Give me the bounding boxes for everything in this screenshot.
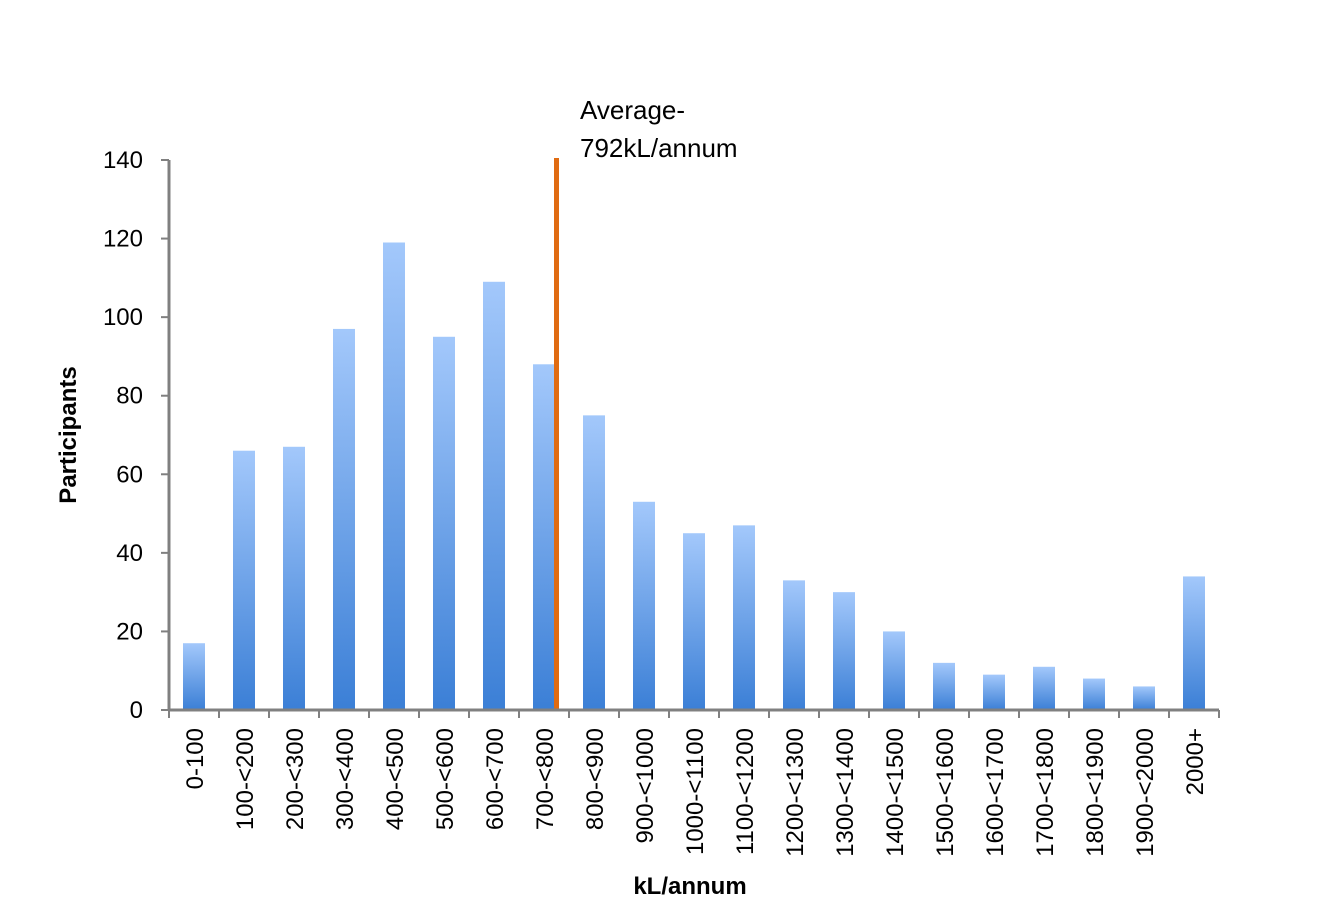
x-tick-label: 1700-<1800 [1032,728,1059,857]
bars-group [183,242,1205,710]
bar-300-<400 [333,328,355,710]
x-tick-label: 800-<900 [582,728,609,830]
bar-1500-<1600 [933,662,955,710]
x-tick-label: 500-<600 [432,728,459,830]
y-tick-label: 100 [103,304,143,331]
bar-1900-<2000 [1133,686,1155,710]
y-tick-label: 20 [116,618,143,645]
x-tick-label: 300-<400 [332,728,359,830]
bar-1200-<1300 [783,580,805,710]
x-tick-label: 400-<500 [382,728,409,830]
bar-900-<1000 [633,501,655,710]
x-tick-label: 0-100 [182,728,209,789]
bar-1800-<1900 [1083,678,1105,710]
bar-1400-<1500 [883,631,905,710]
y-tick-label: 60 [116,461,143,488]
y-tick-label: 40 [116,540,143,567]
x-tick-label: 600-<700 [482,728,509,830]
x-tick-label: 1800-<1900 [1082,728,1109,857]
x-tick-label: 1900-<2000 [1132,728,1159,857]
x-tick-label: 1600-<1700 [982,728,1009,857]
x-tick-label: 1000-<1100 [682,728,709,855]
x-tick-label: 1500-<1600 [932,728,959,857]
x-tick-labels: 0-100 100-<200 200-<300 300-<400 400-<500 500… [182,728,1209,857]
bar-200-<300 [283,446,305,710]
bar-1600-<1700 [983,674,1005,710]
x-tick-label: 1400-<1500 [882,728,909,857]
x-tick-label: 900-<1000 [632,728,659,843]
bar-400-<500 [383,242,405,710]
bar-1700-<1800 [1033,666,1055,710]
x-tick-label: 1100-<1200 [732,728,759,855]
bar-800-<900 [583,415,605,710]
bar-100-<200 [233,450,255,710]
x-axis-title: kL/annum [633,873,746,900]
y-tick-label: 0 [130,697,143,724]
y-tick-labels: 0 20 40 60 80 100 120 140 [103,147,143,724]
bar-0-100 [183,643,205,710]
axes-group [161,159,1220,718]
x-tick-label: 2000+ [1182,728,1209,795]
bar-700-<800 [533,364,555,710]
average-label-line1: Average- [580,95,685,125]
y-tick-label: 140 [103,147,143,174]
bar-600-<700 [483,281,505,710]
average-label-line2: 792kL/annum [580,133,738,163]
x-tick-label: 700-<800 [532,728,559,830]
x-tick-label: 1200-<1300 [782,728,809,857]
y-tick-label: 80 [116,383,143,410]
x-tick-label: 100-<200 [232,728,259,830]
x-tick-label: 1300-<1400 [832,728,859,857]
y-tick-label: 120 [103,226,143,253]
bar-1300-<1400 [833,592,855,710]
bar-1000-<1100 [683,533,705,710]
bar-500-<600 [433,336,455,710]
y-axis-title: Participants [55,366,82,503]
x-tick-label: 200-<300 [282,728,309,830]
bar-2000+ [1183,576,1205,710]
bar-1100-<1200 [733,525,755,710]
